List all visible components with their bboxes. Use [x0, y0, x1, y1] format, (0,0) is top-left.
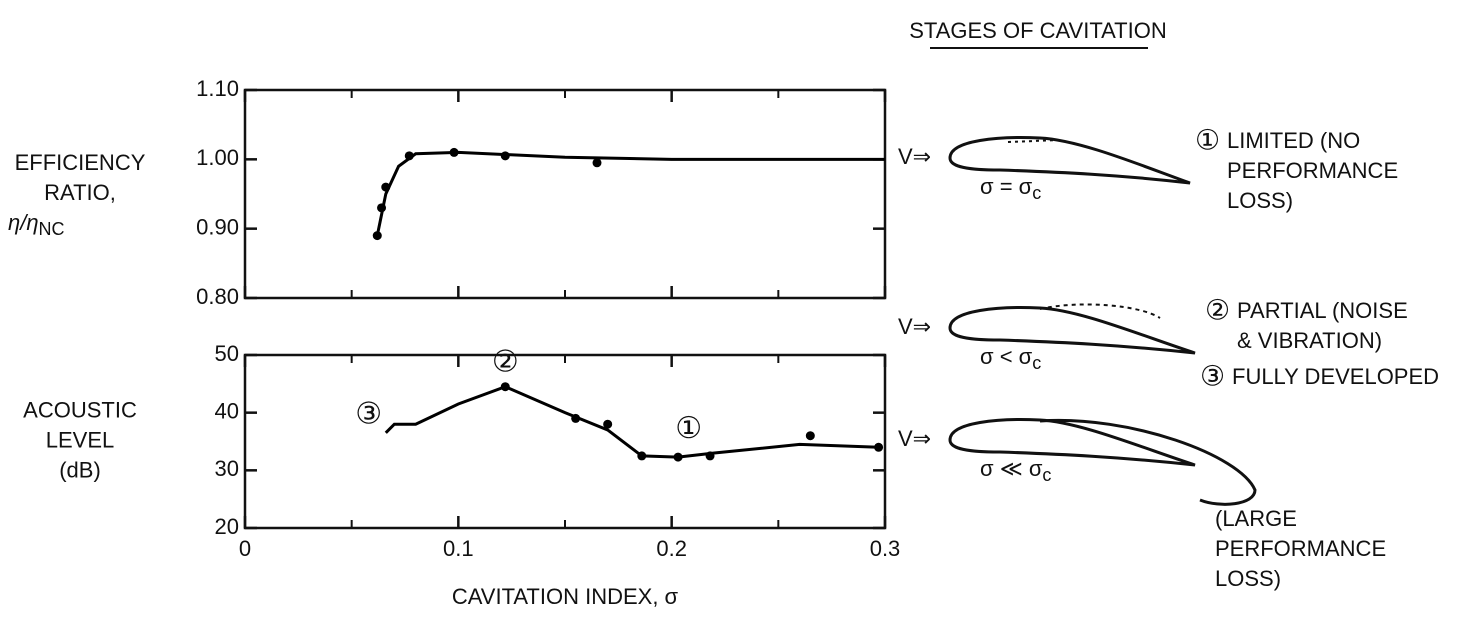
- velocity-label: V⇒: [898, 314, 931, 339]
- data-point: [603, 419, 613, 429]
- x-axis-label: CAVITATION INDEX, σ: [452, 584, 679, 609]
- stages-title: STAGES OF CAVITATION: [909, 18, 1167, 43]
- annotation: ③: [355, 397, 382, 430]
- condition-text: σ ≪ σ: [980, 456, 1043, 481]
- y-tick-label: 0.80: [196, 284, 239, 309]
- y-tick-label: 40: [215, 398, 239, 423]
- data-point: [673, 452, 683, 462]
- condition-text: σ < σ: [980, 344, 1033, 369]
- y-tick-label: 50: [215, 341, 239, 366]
- x-tick-label: 0.2: [656, 536, 687, 561]
- y-axis-label: (dB): [59, 457, 101, 482]
- stage-number: ①: [1195, 124, 1220, 155]
- plot-frame: [243, 353, 887, 530]
- condition-subscript: c: [1032, 353, 1041, 373]
- condition: σ ≪ σc: [980, 456, 1051, 485]
- annotation: ②: [492, 346, 519, 379]
- stage-number: ②: [1205, 294, 1230, 325]
- y-axis-label: η/ηNC: [8, 210, 65, 239]
- stage-label: FULLY DEVELOPED: [1232, 364, 1439, 389]
- stage-number: ③: [1200, 360, 1225, 391]
- y-label-subscript: NC: [39, 219, 65, 239]
- y-axis-label: LEVEL: [46, 427, 115, 452]
- curve: [384, 385, 879, 459]
- y-tick-label: 0.90: [196, 214, 239, 239]
- data-point: [381, 182, 391, 192]
- data-point: [874, 442, 884, 452]
- y-label-symbol: η/η: [8, 210, 39, 235]
- condition-subscript: c: [1032, 183, 1041, 203]
- plot-frame: [243, 88, 887, 300]
- stage-note: PERFORMANCE: [1215, 536, 1386, 561]
- stage-label: PERFORMANCE: [1227, 158, 1398, 183]
- condition: σ = σc: [980, 174, 1041, 203]
- y-tick-label: 30: [215, 456, 239, 481]
- y-tick-label: 1.00: [196, 145, 239, 170]
- y-tick-label: 1.10: [196, 76, 239, 101]
- cavity-full: [1039, 418, 1257, 506]
- y-tick-label: 20: [215, 514, 239, 539]
- stage-note: LOSS): [1215, 566, 1281, 591]
- x-tick-label: 0.1: [443, 536, 474, 561]
- condition: σ < σc: [980, 344, 1041, 373]
- airfoil: [948, 418, 1196, 467]
- cavity-partial: [1039, 303, 1161, 319]
- data-point: [372, 231, 382, 241]
- y-axis-label: ACOUSTIC: [23, 397, 137, 422]
- velocity-label: V⇒: [898, 426, 931, 451]
- stage-note: (LARGE: [1215, 506, 1297, 531]
- data-point: [500, 151, 510, 161]
- stage-label: & VIBRATION): [1237, 328, 1382, 353]
- stage-label: LOSS): [1227, 188, 1293, 213]
- data-point: [571, 413, 581, 423]
- data-point: [705, 451, 715, 461]
- data-point: [592, 158, 602, 168]
- annotation: ①: [675, 412, 702, 445]
- stage-label: PARTIAL (NOISE: [1237, 298, 1408, 323]
- stage-label: LIMITED (NO: [1227, 128, 1360, 153]
- curve: [375, 150, 885, 236]
- condition-subscript: c: [1042, 465, 1051, 485]
- cavity-limited: [1007, 139, 1061, 143]
- airfoil: [948, 136, 1191, 185]
- x-tick-label: 0: [239, 536, 251, 561]
- x-tick-label: 0.3: [870, 536, 901, 561]
- velocity-label: V⇒: [898, 144, 931, 169]
- data-point: [500, 382, 510, 392]
- data-point: [449, 147, 459, 157]
- data-point: [805, 431, 815, 441]
- data-point: [404, 151, 414, 161]
- airfoil: [948, 306, 1196, 355]
- y-axis-label: RATIO,: [44, 180, 116, 205]
- data-point: [637, 451, 647, 461]
- y-axis-label: EFFICIENCY: [15, 150, 146, 175]
- data-point: [377, 203, 387, 213]
- condition-text: σ = σ: [980, 174, 1033, 199]
